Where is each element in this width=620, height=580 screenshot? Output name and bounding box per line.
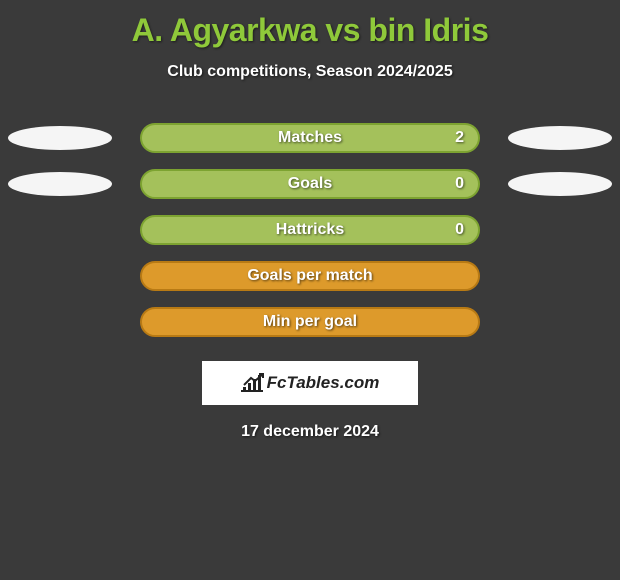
page-title: A. Agyarkwa vs bin Idris	[132, 12, 489, 49]
main-container: A. Agyarkwa vs bin Idris Club competitio…	[0, 0, 620, 441]
right-player-marker	[508, 172, 612, 196]
stat-row: Min per goal	[0, 307, 620, 337]
stat-bar: Goals 0	[140, 169, 480, 199]
stat-label: Matches	[278, 129, 342, 147]
date-label: 17 december 2024	[241, 423, 379, 441]
brand-badge: FcTables.com	[202, 361, 418, 405]
stat-bar: Hattricks 0	[140, 215, 480, 245]
left-player-marker	[8, 172, 112, 196]
stat-value-right: 0	[455, 221, 464, 239]
left-player-marker	[8, 126, 112, 150]
page-subtitle: Club competitions, Season 2024/2025	[167, 63, 452, 81]
stat-label: Hattricks	[276, 221, 344, 239]
stat-row: Goals 0	[0, 169, 620, 199]
stat-value-right: 0	[455, 175, 464, 193]
stat-row: Hattricks 0	[0, 215, 620, 245]
stat-value-right: 2	[455, 129, 464, 147]
stat-row: Goals per match	[0, 261, 620, 291]
stat-bar: Matches 2	[140, 123, 480, 153]
stat-bar: Goals per match	[140, 261, 480, 291]
stat-rows: Matches 2 Goals 0 Hattricks 0 Goals per match M…	[0, 123, 620, 337]
brand-text: FcTables.com	[267, 373, 380, 393]
stat-bar: Min per goal	[140, 307, 480, 337]
stat-label: Min per goal	[263, 313, 357, 331]
stat-label: Goals	[288, 175, 332, 193]
right-player-marker	[508, 126, 612, 150]
brand-arrow-icon	[243, 373, 265, 387]
brand-chart-icon	[241, 374, 263, 392]
stat-label: Goals per match	[247, 267, 372, 285]
stat-row: Matches 2	[0, 123, 620, 153]
